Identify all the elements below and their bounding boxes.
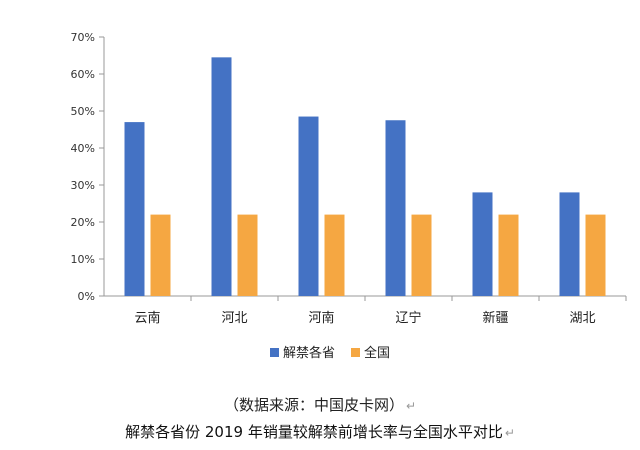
x-category-label: 湖北 [569,311,595,326]
bar-province-2 [299,117,319,296]
y-tick-label: 50% [71,105,95,118]
y-tick-label: 60% [71,68,95,81]
return-mark-icon: ↵ [505,426,515,440]
y-tick-label: 10% [71,253,95,266]
x-category-label: 云南 [134,310,160,326]
x-category-label: 河北 [221,311,247,326]
bar-province-1 [212,57,232,296]
return-mark-icon: ↵ [406,399,416,413]
bar-national-2 [325,215,345,296]
y-tick-label: 40% [71,142,95,155]
bar-province-5 [560,192,580,296]
legend-swatch-0 [270,348,279,357]
source-note: （数据来源：中国皮卡网） ↵ [0,395,640,416]
legend-label-0: 解禁各省 [283,345,335,361]
legend-label-1: 全国 [364,345,390,361]
bar-national-1 [238,215,258,296]
caption-title-text: 解禁各省份 2019 年销量较解禁前增长率与全国水平对比 [125,423,503,441]
bar-national-3 [412,215,432,296]
y-tick-label: 0% [78,290,95,303]
x-category-label: 河南 [308,310,334,326]
y-tick-label: 30% [71,179,95,192]
bar-province-0 [125,122,145,296]
chart-area: 0% 10% 20% 30% 40% 50% 60% 70% 云南 河北 河南 辽宁 新疆 湖北解禁各省 全… [0,0,640,375]
figure-caption-title: 解禁各省份 2019 年销量较解禁前增长率与全国水平对比 ↵ [0,421,640,444]
bar-province-3 [386,120,406,296]
source-text: （数据来源：中国皮卡网） [224,396,404,414]
bar-province-4 [473,192,493,296]
caption: （数据来源：中国皮卡网） ↵ 解禁各省份 2019 年销量较解禁前增长率与全国水平… [0,375,640,450]
bar-national-0 [151,215,171,296]
bar-national-4 [499,215,519,296]
legend-swatch-1 [351,348,360,357]
bar-national-5 [586,215,606,296]
x-category-label: 新疆 [482,310,508,326]
y-tick-label: 70% [71,31,95,44]
y-tick-label: 20% [71,216,95,229]
x-category-label: 辽宁 [395,310,421,326]
